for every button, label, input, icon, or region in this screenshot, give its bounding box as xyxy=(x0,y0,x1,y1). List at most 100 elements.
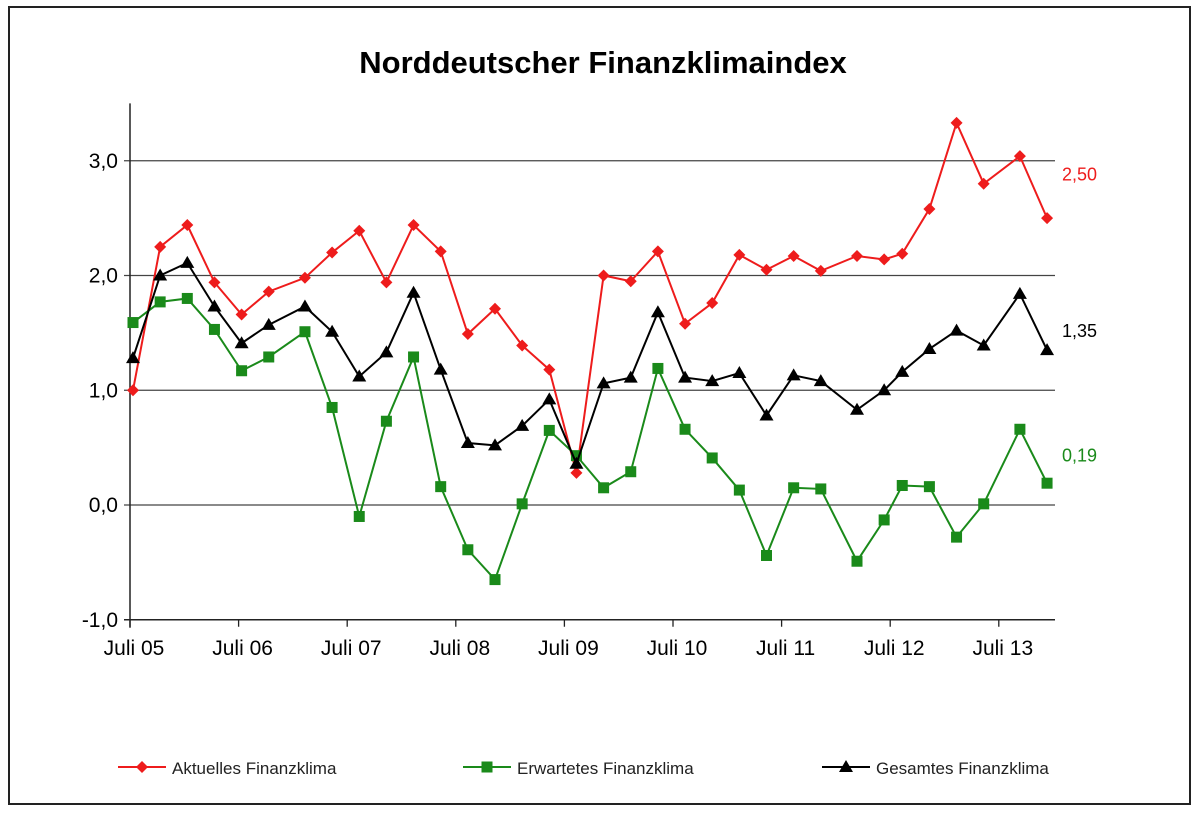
data-point-square xyxy=(570,450,582,462)
data-point-diamond xyxy=(543,363,556,376)
legend-label: Gesamtes Finanzklima xyxy=(876,759,1049,778)
chart-title: Norddeutscher Finanzklimaindex xyxy=(359,45,847,80)
data-point-square xyxy=(878,514,890,526)
data-point-square xyxy=(263,351,275,363)
data-point-diamond xyxy=(407,219,420,232)
data-point-triangle xyxy=(126,351,140,364)
data-point-diamond xyxy=(624,275,637,288)
data-point-triangle xyxy=(596,376,611,389)
legend-marker-square xyxy=(481,761,493,773)
data-point-square xyxy=(326,401,338,413)
x-tick-label: Juli 06 xyxy=(212,637,273,660)
data-point-triangle xyxy=(786,368,801,381)
data-point-diamond xyxy=(706,297,719,310)
series-erwartetes-finanzklima: 0,19 xyxy=(127,292,1097,586)
y-tick-label: -1,0 xyxy=(82,609,118,632)
data-point-square xyxy=(127,317,139,329)
data-point-diamond xyxy=(326,246,339,259)
data-point-triangle xyxy=(895,364,910,377)
x-tick-label: Juli 12 xyxy=(864,637,925,660)
data-point-diamond xyxy=(262,285,275,298)
data-point-square xyxy=(598,482,610,494)
legend-item-aktuelles-finanzklima: Aktuelles Finanzklima xyxy=(118,759,337,778)
data-point-diamond xyxy=(235,308,248,321)
data-point-diamond xyxy=(127,384,139,397)
data-point-triangle xyxy=(705,374,720,387)
data-point-square xyxy=(761,549,772,561)
legend-item-erwartetes-finanzklima: Erwartetes Finanzklima xyxy=(463,759,694,778)
data-point-triangle xyxy=(976,338,991,351)
data-point-triangle xyxy=(207,299,222,312)
data-point-square xyxy=(652,362,664,374)
data-point-square xyxy=(236,365,248,377)
data-point-triangle xyxy=(297,299,312,312)
x-tick-label: Juli 05 xyxy=(104,637,165,660)
data-point-triangle xyxy=(1040,343,1055,356)
y-tick-label: 3,0 xyxy=(89,150,118,173)
data-point-triangle xyxy=(433,362,448,375)
data-point-triangle xyxy=(542,392,557,405)
data-point-diamond xyxy=(787,249,800,262)
data-point-diamond xyxy=(923,202,936,215)
data-point-triangle xyxy=(732,366,747,379)
data-point-square xyxy=(208,323,220,335)
data-point-diamond xyxy=(977,177,990,190)
data-point-diamond xyxy=(597,269,610,282)
data-point-triangle xyxy=(623,370,638,383)
data-point-square xyxy=(815,483,827,495)
data-point-triangle xyxy=(569,456,584,469)
x-tick-label: Juli 11 xyxy=(756,637,815,660)
x-tick-label: Juli 09 xyxy=(538,637,599,660)
data-point-triangle xyxy=(153,268,168,281)
x-tick-label: Juli 07 xyxy=(321,637,382,660)
data-point-diamond xyxy=(489,302,501,315)
data-point-square xyxy=(978,498,990,510)
data-point-square xyxy=(435,481,447,493)
end-value-label: 0,19 xyxy=(1062,445,1097,465)
data-point-triangle xyxy=(922,341,937,354)
data-point-diamond xyxy=(154,240,167,253)
data-point-diamond xyxy=(896,247,909,260)
data-point-square xyxy=(380,415,392,427)
y-tick-label: 0,0 xyxy=(89,494,118,517)
legend-marker-triangle xyxy=(839,760,853,772)
data-point-triangle xyxy=(325,324,340,337)
data-point-diamond xyxy=(733,248,746,261)
data-point-triangle xyxy=(261,317,276,330)
end-value-label: 2,50 xyxy=(1062,164,1097,184)
data-point-triangle xyxy=(759,408,774,421)
data-point-square xyxy=(299,326,311,338)
data-point-triangle xyxy=(650,305,665,318)
data-point-square xyxy=(408,351,420,363)
legend-marker-diamond xyxy=(136,761,148,773)
data-point-diamond xyxy=(950,116,963,129)
data-point-square xyxy=(489,574,501,586)
data-point-square xyxy=(353,510,365,522)
data-point-square xyxy=(923,481,935,493)
series-line xyxy=(132,120,1048,474)
data-point-triangle xyxy=(515,418,530,431)
data-point-triangle xyxy=(488,438,502,451)
data-point-diamond xyxy=(516,339,529,352)
data-point-square xyxy=(851,555,863,567)
data-point-triangle xyxy=(379,345,394,358)
legend-item-gesamtes-finanzklima: Gesamtes Finanzklima xyxy=(822,759,1049,778)
data-point-square xyxy=(896,479,908,491)
series-line xyxy=(132,297,1048,582)
end-value-label: 1,35 xyxy=(1062,321,1097,341)
data-point-triangle xyxy=(406,285,421,298)
data-point-diamond xyxy=(434,245,447,258)
data-point-triangle xyxy=(1012,286,1027,299)
series-gesamtes-finanzklima: 1,35 xyxy=(126,255,1097,469)
data-point-triangle xyxy=(352,369,367,382)
data-point-diamond xyxy=(851,249,863,262)
data-point-diamond xyxy=(181,219,194,232)
data-point-square xyxy=(462,544,474,556)
data-point-triangle xyxy=(180,255,195,268)
data-point-diamond xyxy=(878,253,891,266)
data-point-diamond xyxy=(760,263,773,276)
legend-label: Aktuelles Finanzklima xyxy=(172,759,337,778)
data-point-triangle xyxy=(678,370,693,383)
data-point-triangle xyxy=(949,323,964,336)
x-tick-label: Juli 08 xyxy=(429,637,490,660)
